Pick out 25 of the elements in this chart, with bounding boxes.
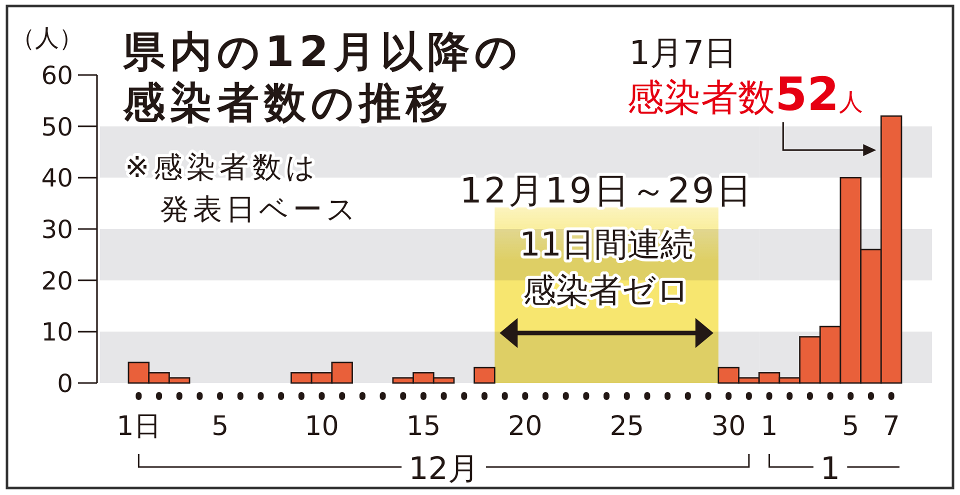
chart-title: 県内の12月以降の感染者数の推移 [122,27,522,127]
x-tick-label: 30 [711,411,746,442]
annotation: ※感染者数は発表日ベース [125,150,360,226]
x-tick-label: 20 [508,411,542,442]
x-tick-label: 5 [211,411,229,442]
x-tick-label: 25 [610,411,644,442]
band-label: 12月19日～29日 [460,171,754,212]
x-tick-label: 7 [882,411,900,442]
bar [474,366,496,384]
x-tick-label: 15 [406,411,441,442]
y-tick-label: 40 [41,164,73,193]
x-tick-label: 1 [760,411,778,442]
y-tick-label: 30 [41,215,73,244]
x-axis-title: 1 [820,451,840,487]
x-axis-title: 12月 [408,451,480,487]
x-tick-label: 1日 [116,411,161,442]
x-tick-label: 10 [304,411,339,442]
x-tick-label: 5 [842,411,860,442]
y-tick-label: 10 [41,318,73,347]
y-tick-label: 60 [41,61,73,90]
y-axis-title: （人） [11,24,83,52]
y-tick-label: 0 [57,369,73,398]
annotation: 11日間連続感染者ゼロ [520,224,694,310]
y-tick-label: 50 [41,112,73,142]
y-tick-label: 20 [41,266,73,296]
